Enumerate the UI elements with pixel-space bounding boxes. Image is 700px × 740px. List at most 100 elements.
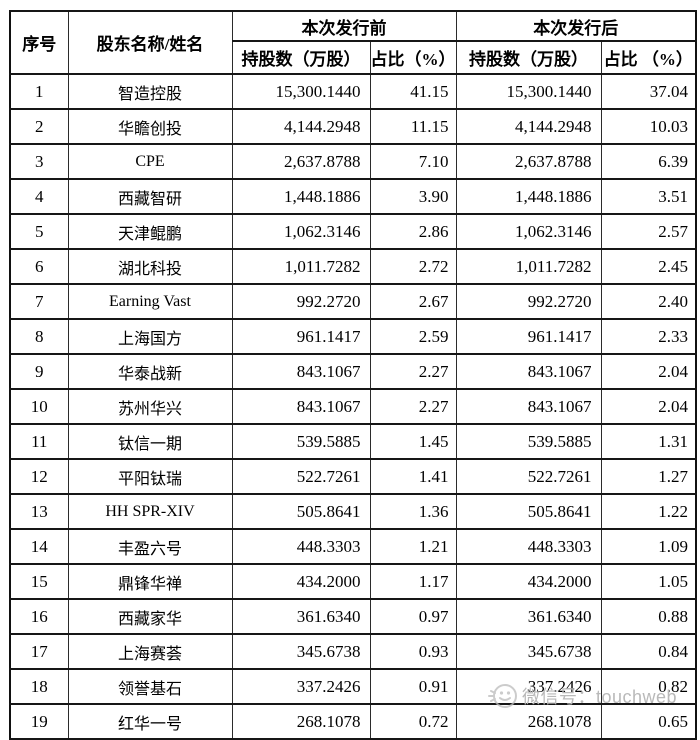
pct-after-value: 2.04: [600, 353, 697, 390]
row-serial-number: 6: [9, 248, 69, 285]
shareholder-name: HH SPR-XIV: [67, 493, 233, 530]
header-group-before-issuance: 本次发行前: [231, 10, 457, 42]
header-shares-after: 持股数（万股）: [455, 40, 602, 75]
pct-before-value: 2.59: [369, 318, 457, 355]
table-row: 15 鼎锋华禅 434.2000 1.17 434.2000 1.05: [9, 563, 697, 600]
shares-before-value: 361.6340: [231, 598, 371, 635]
shares-before-value: 268.1078: [231, 703, 371, 740]
row-serial-number: 14: [9, 528, 69, 565]
row-serial-number: 16: [9, 598, 69, 635]
table-row: 12 平阳钛瑞 522.7261 1.41 522.7261 1.27: [9, 458, 697, 495]
row-serial-number: 18: [9, 668, 69, 705]
shareholder-table-container: 序号 股东名称/姓名 本次发行前 本次发行后 持股数（万股） 占比（%） 持股数…: [9, 10, 697, 740]
shareholder-name: CPE: [67, 143, 233, 180]
shares-after-value: 2,637.8788: [455, 143, 602, 180]
pct-before-value: 3.90: [369, 178, 457, 215]
shares-after-value: 434.2000: [455, 563, 602, 600]
pct-after-value: 2.40: [600, 283, 697, 320]
header-shareholder-name: 股东名称/姓名: [67, 10, 233, 75]
row-serial-number: 1: [9, 73, 69, 110]
pct-before-value: 2.86: [369, 213, 457, 250]
shareholder-name: 西藏家华: [67, 598, 233, 635]
pct-before-value: 1.21: [369, 528, 457, 565]
pct-after-value: 10.03: [600, 108, 697, 145]
row-serial-number: 10: [9, 388, 69, 425]
pct-before-value: 1.36: [369, 493, 457, 530]
pct-before-value: 0.91: [369, 668, 457, 705]
shares-before-value: 1,011.7282: [231, 248, 371, 285]
shares-after-value: 361.6340: [455, 598, 602, 635]
pct-after-value: 2.33: [600, 318, 697, 355]
pct-before-value: 1.45: [369, 423, 457, 460]
row-serial-number: 15: [9, 563, 69, 600]
row-serial-number: 19: [9, 703, 69, 740]
row-serial-number: 5: [9, 213, 69, 250]
shares-after-value: 4,144.2948: [455, 108, 602, 145]
pct-after-value: 37.04: [600, 73, 697, 110]
shareholder-name: 西藏智研: [67, 178, 233, 215]
table-row: 2 华瞻创投 4,144.2948 11.15 4,144.2948 10.03: [9, 108, 697, 145]
pct-after-value: 2.04: [600, 388, 697, 425]
shares-after-value: 15,300.1440: [455, 73, 602, 110]
table-row: 3 CPE 2,637.8788 7.10 2,637.8788 6.39: [9, 143, 697, 180]
pct-after-value: 0.84: [600, 633, 697, 670]
pct-after-value: 6.39: [600, 143, 697, 180]
table-row: 6 湖北科投 1,011.7282 2.72 1,011.7282 2.45: [9, 248, 697, 285]
pct-after-value: 1.05: [600, 563, 697, 600]
row-serial-number: 13: [9, 493, 69, 530]
table-row: 4 西藏智研 1,448.1886 3.90 1,448.1886 3.51: [9, 178, 697, 215]
watermark: 微信号：touchweb: [487, 681, 677, 711]
pct-before-value: 0.72: [369, 703, 457, 740]
shares-after-value: 1,011.7282: [455, 248, 602, 285]
row-serial-number: 4: [9, 178, 69, 215]
shares-after-value: 448.3303: [455, 528, 602, 565]
pct-after-value: 2.45: [600, 248, 697, 285]
shares-before-value: 992.2720: [231, 283, 371, 320]
shares-after-value: 992.2720: [455, 283, 602, 320]
shareholder-table: 序号 股东名称/姓名 本次发行前 本次发行后 持股数（万股） 占比（%） 持股数…: [9, 10, 697, 740]
shareholder-name: 苏州华兴: [67, 388, 233, 425]
shares-before-value: 434.2000: [231, 563, 371, 600]
watermark-text: 微信号：touchweb: [522, 687, 678, 707]
shares-after-value: 1,062.3146: [455, 213, 602, 250]
row-serial-number: 7: [9, 283, 69, 320]
shares-after-value: 961.1417: [455, 318, 602, 355]
pct-before-value: 2.27: [369, 388, 457, 425]
row-serial-number: 3: [9, 143, 69, 180]
pct-before-value: 1.17: [369, 563, 457, 600]
shares-after-value: 843.1067: [455, 353, 602, 390]
header-pct-after: 占比 （%）: [600, 40, 697, 75]
shareholder-name: 领誉基石: [67, 668, 233, 705]
shares-after-value: 345.6738: [455, 633, 602, 670]
table-row: 5 天津鲲鹏 1,062.3146 2.86 1,062.3146 2.57: [9, 213, 697, 250]
shareholder-name: 华泰战新: [67, 353, 233, 390]
pct-before-value: 2.27: [369, 353, 457, 390]
table-row: 18 领誉基石 337.2426 0.91 337.2426 0.82: [9, 668, 697, 705]
row-serial-number: 17: [9, 633, 69, 670]
shares-after-value: 522.7261: [455, 458, 602, 495]
row-serial-number: 8: [9, 318, 69, 355]
row-serial-number: 2: [9, 108, 69, 145]
shares-before-value: 4,144.2948: [231, 108, 371, 145]
table-row: 9 华泰战新 843.1067 2.27 843.1067 2.04: [9, 353, 697, 390]
shares-after-value: 843.1067: [455, 388, 602, 425]
pct-after-value: 0.88: [600, 598, 697, 635]
pct-before-value: 41.15: [369, 73, 457, 110]
header-serial-number: 序号: [9, 10, 69, 75]
pct-before-value: 0.93: [369, 633, 457, 670]
pct-after-value: 2.57: [600, 213, 697, 250]
shares-after-value: 1,448.1886: [455, 178, 602, 215]
table-row: 16 西藏家华 361.6340 0.97 361.6340 0.88: [9, 598, 697, 635]
header-pct-before: 占比（%）: [369, 40, 457, 75]
pct-after-value: 3.51: [600, 178, 697, 215]
shares-before-value: 345.6738: [231, 633, 371, 670]
row-serial-number: 9: [9, 353, 69, 390]
shareholder-name: Earning Vast: [67, 283, 233, 320]
shares-before-value: 2,637.8788: [231, 143, 371, 180]
shareholder-name: 华瞻创投: [67, 108, 233, 145]
shares-before-value: 843.1067: [231, 353, 371, 390]
row-serial-number: 12: [9, 458, 69, 495]
wechat-smiley-icon: [487, 681, 519, 711]
shareholder-name: 红华一号: [67, 703, 233, 740]
shares-before-value: 843.1067: [231, 388, 371, 425]
